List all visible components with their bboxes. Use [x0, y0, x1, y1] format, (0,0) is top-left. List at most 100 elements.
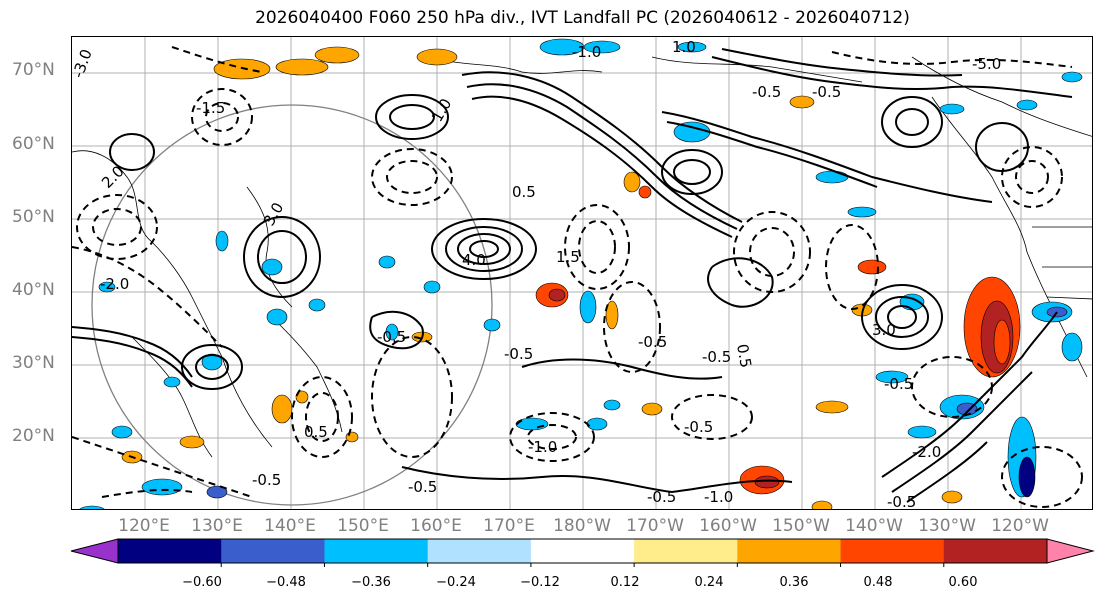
colorbar-segment: [221, 539, 325, 563]
divergence-fill-negative: [875, 370, 909, 384]
contour-label: -0.5: [702, 348, 731, 366]
colorbar-extend-max: [1046, 538, 1095, 564]
divergence-fill-negative: [677, 41, 707, 53]
lat-label-30n: 30°N: [12, 353, 55, 373]
divergence-fill-positive: [275, 58, 329, 76]
divergence-fill-negative: [163, 376, 181, 388]
lon-label-160e: 160°E: [410, 516, 462, 536]
divergence-fill-negative: [206, 485, 228, 499]
contour-label: -2.0: [912, 443, 941, 461]
lon-label-130e: 130°E: [191, 516, 243, 536]
divergence-fill-negative: [1061, 71, 1083, 83]
colorbar-segment: [324, 539, 429, 563]
contour-label: -0.5: [884, 375, 913, 393]
contour-label: 3.0: [872, 321, 896, 339]
divergence-fill-negative: [1016, 99, 1038, 111]
lat-label-60n: 60°N: [12, 134, 55, 154]
contour-label: 0.5: [512, 183, 536, 201]
divergence-fill-positive: [815, 400, 849, 414]
contour-label: -5.0: [972, 55, 1001, 73]
contour-label: -1.0: [528, 438, 557, 456]
divergence-fill-negative: [385, 323, 399, 341]
colorbar-outline: [117, 538, 1048, 564]
contour-label: 1.5: [556, 248, 580, 266]
colorbar-tick-label: 0.36: [779, 575, 809, 590]
divergence-fill-negative: [1018, 456, 1036, 498]
contour-label: -2.0: [100, 275, 129, 293]
colorbar-tick-label: 0.24: [694, 575, 724, 590]
lat-label-20n: 20°N: [12, 426, 55, 446]
divergence-fill-negative: [141, 478, 183, 496]
contour-label: -0.5: [752, 83, 781, 101]
divergence-fill-negative: [423, 280, 441, 294]
lon-label-140e: 140°E: [264, 516, 316, 536]
lon-label-120w: 120°W: [991, 516, 1049, 536]
lon-label-160w: 160°W: [699, 516, 757, 536]
divergence-fill-positive: [641, 402, 663, 416]
divergence-fill-negative: [79, 505, 105, 509]
divergence-fill-negative: [603, 399, 621, 411]
contour-label: -0.5: [647, 488, 676, 506]
divergence-fill-positive: [993, 319, 1011, 365]
contour-label: -0.5: [812, 83, 841, 101]
divergence-fill-positive: [314, 46, 360, 64]
contour-label: -0.5: [638, 333, 667, 351]
divergence-fill-positive: [623, 171, 641, 193]
divergence-fill-negative: [483, 318, 501, 332]
contour-label: -1.0: [572, 43, 601, 61]
map-title: 2026040400 F060 250 hPa div., IVT Landfa…: [255, 8, 910, 28]
map-panel: -3.0 -1.5 -0.5 -0.5 -0.5 -0.5 -0.5 -0.5 …: [71, 36, 1093, 510]
lat-label-70n: 70°N: [12, 60, 55, 80]
divergence-fill-negative: [215, 230, 229, 252]
divergence-fill-negative: [98, 281, 116, 293]
divergence-fill-positive: [295, 390, 309, 404]
divergence-fill-positive: [548, 288, 566, 302]
lon-label-150w: 150°W: [772, 516, 830, 536]
colorbar-segment: [530, 539, 635, 563]
colorbar-tick-label: −0.48: [266, 575, 306, 590]
contour-label: -0.5: [887, 493, 916, 510]
contour-label: -0.5: [684, 418, 713, 436]
divergence-fill-negative: [378, 255, 396, 269]
divergence-fill-negative: [579, 290, 597, 324]
divergence-fill-positive: [271, 394, 293, 424]
lat-label-50n: 50°N: [12, 207, 55, 227]
divergence-fill-negative: [847, 206, 877, 218]
colorbar-segment: [118, 539, 222, 563]
divergence-fill-positive: [811, 500, 833, 509]
colorbar-tick-label: −0.36: [351, 575, 391, 590]
lon-label-170e: 170°E: [483, 516, 535, 536]
colorbar-tick-label: 0.60: [948, 575, 978, 590]
contour-label: -1.5: [196, 99, 225, 117]
lon-label-180w: 180°W: [553, 516, 611, 536]
contour-label: 2.0: [98, 162, 128, 192]
divergence-fill-positive: [179, 435, 205, 449]
divergence-fill-positive: [416, 48, 458, 66]
divergence-fill-negative: [907, 425, 937, 439]
contour-label: -0.5: [252, 471, 281, 489]
contour-label: 4.0: [462, 251, 486, 269]
colorbar-extend-min: [70, 538, 119, 564]
divergence-fill-negative: [1061, 332, 1083, 362]
colorbar-tick-label: 0.12: [610, 575, 640, 590]
contour-labels: -3.0 -1.5 -0.5 -0.5 -0.5 -0.5 -0.5 -0.5 …: [72, 38, 1001, 510]
map-canvas: -3.0 -1.5 -0.5 -0.5 -0.5 -0.5 -0.5 -0.5 …: [72, 37, 1092, 510]
colorbar-tick-label: −0.60: [182, 575, 222, 590]
divergence-fill-positive: [638, 185, 652, 199]
contour-label: -0.5: [408, 478, 437, 496]
colorbar-tick-label: −0.24: [436, 575, 476, 590]
divergence-fill-positive: [605, 300, 619, 330]
contour-label: -1.0: [704, 488, 733, 506]
divergence-fill-positive: [754, 475, 780, 489]
lat-label-40n: 40°N: [12, 280, 55, 300]
divergence-fill-negative: [266, 308, 288, 326]
colorbar-tick-label: −0.12: [520, 575, 560, 590]
colorbar-segment: [737, 539, 842, 563]
contour-label: 0.5: [733, 343, 755, 370]
colorbar-tick-label: 0.48: [863, 575, 893, 590]
divergence-fills: [79, 38, 1083, 509]
contour-label: -0.5: [504, 345, 533, 363]
contour-label: 3.0: [260, 199, 288, 229]
divergence-fill-negative: [261, 258, 283, 276]
contour-label: 1.0: [672, 38, 696, 56]
